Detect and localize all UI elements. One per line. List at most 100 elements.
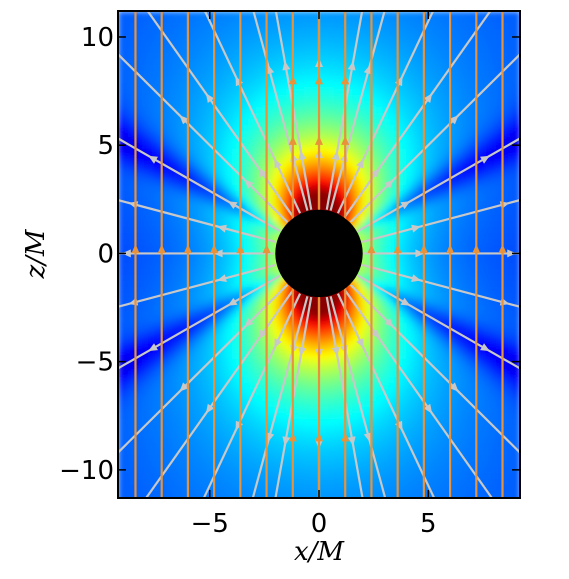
heatmap-cell	[250, 419, 257, 426]
heatmap-cell	[292, 143, 299, 150]
heatmap-cell	[196, 179, 203, 186]
heatmap-cell	[202, 23, 209, 30]
heatmap-cell	[310, 371, 317, 378]
heatmap-cell	[172, 401, 179, 408]
heatmap-cell	[334, 89, 341, 96]
heatmap-cell	[478, 83, 485, 90]
heatmap-cell	[118, 329, 125, 336]
heatmap-cell	[322, 11, 329, 18]
heatmap-cell	[154, 29, 161, 36]
heatmap-cell	[406, 263, 413, 270]
heatmap-cell	[214, 23, 221, 30]
heatmap-cell	[460, 215, 467, 222]
heatmap-cell	[436, 203, 443, 210]
heatmap-cell	[478, 125, 485, 132]
heatmap-cell	[286, 323, 293, 330]
heatmap-cell	[484, 215, 491, 222]
heatmap-cell	[244, 65, 251, 72]
heatmap-cell	[166, 65, 173, 72]
heatmap-cell	[136, 383, 143, 390]
heatmap-cell	[124, 233, 131, 240]
heatmap-cell	[244, 23, 251, 30]
heatmap-cell	[196, 119, 203, 126]
heatmap-cell	[430, 53, 437, 60]
heatmap-cell	[160, 185, 167, 192]
heatmap-cell	[196, 227, 203, 234]
heatmap-cell	[196, 425, 203, 432]
heatmap-cell	[460, 257, 467, 264]
heatmap-cell	[376, 287, 383, 294]
heatmap-cell	[346, 119, 353, 126]
heatmap-cell	[328, 77, 335, 84]
heatmap-cell	[418, 23, 425, 30]
heatmap-cell	[490, 353, 497, 360]
heatmap-cell	[436, 413, 443, 420]
heatmap-cell	[142, 119, 149, 126]
heatmap-cell	[256, 131, 263, 138]
heatmap-cell	[388, 383, 395, 390]
heatmap-cell	[130, 305, 137, 312]
heatmap-cell	[268, 191, 275, 198]
heatmap-cell	[154, 215, 161, 222]
heatmap-cell	[310, 95, 317, 102]
heatmap-cell	[178, 281, 185, 288]
heatmap-cell	[166, 377, 173, 384]
heatmap-cell	[502, 53, 509, 60]
heatmap-cell	[340, 287, 347, 294]
heatmap-cell	[208, 443, 215, 450]
heatmap-cell	[322, 311, 329, 318]
heatmap-cell	[424, 347, 431, 354]
heatmap-cell	[502, 113, 509, 120]
heatmap-cell	[256, 281, 263, 288]
heatmap-cell	[382, 323, 389, 330]
heatmap-cell	[304, 371, 311, 378]
heatmap-cell	[280, 335, 287, 342]
heatmap-cell	[502, 233, 509, 240]
heatmap-cell	[346, 17, 353, 24]
heatmap-cell	[358, 347, 365, 354]
heatmap-cell	[232, 401, 239, 408]
heatmap-cell	[424, 317, 431, 324]
heatmap-cell	[352, 89, 359, 96]
heatmap-cell	[514, 311, 520, 318]
heatmap-cell	[448, 371, 455, 378]
heatmap-cell	[214, 65, 221, 72]
heatmap-cell	[340, 317, 347, 324]
heatmap-cell	[490, 83, 497, 90]
heatmap-cell	[490, 209, 497, 216]
heatmap-cell	[172, 233, 179, 240]
heatmap-cell	[484, 353, 491, 360]
heatmap-cell	[406, 191, 413, 198]
heatmap-cell	[484, 305, 491, 312]
heatmap-cell	[130, 59, 137, 66]
heatmap-cell	[514, 341, 520, 348]
heatmap-cell	[262, 185, 269, 192]
heatmap-cell	[292, 29, 299, 36]
heatmap-cell	[454, 437, 461, 444]
heatmap-cell	[424, 185, 431, 192]
heatmap-cell	[274, 233, 281, 240]
heatmap-cell	[136, 425, 143, 432]
heatmap-cell	[160, 83, 167, 90]
heatmap-cell	[190, 161, 197, 168]
heatmap-cell	[160, 281, 167, 288]
heatmap-cell	[250, 299, 257, 306]
heatmap-cell	[268, 407, 275, 414]
heatmap-cell	[430, 167, 437, 174]
heatmap-cell	[478, 167, 485, 174]
heatmap-cell	[136, 107, 143, 114]
heatmap-cell	[322, 323, 329, 330]
heatmap-cell	[514, 107, 520, 114]
heatmap-cell	[352, 17, 359, 24]
heatmap-cell	[358, 377, 365, 384]
heatmap-cell	[346, 47, 353, 54]
heatmap-cell	[244, 335, 251, 342]
heatmap-cell	[160, 287, 167, 294]
heatmap-cell	[172, 287, 179, 294]
heatmap-cell	[418, 281, 425, 288]
heatmap-cell	[298, 293, 305, 300]
heatmap-cell	[166, 437, 173, 444]
heatmap-cell	[196, 149, 203, 156]
heatmap-cell	[202, 167, 209, 174]
heatmap-cell	[490, 113, 497, 120]
